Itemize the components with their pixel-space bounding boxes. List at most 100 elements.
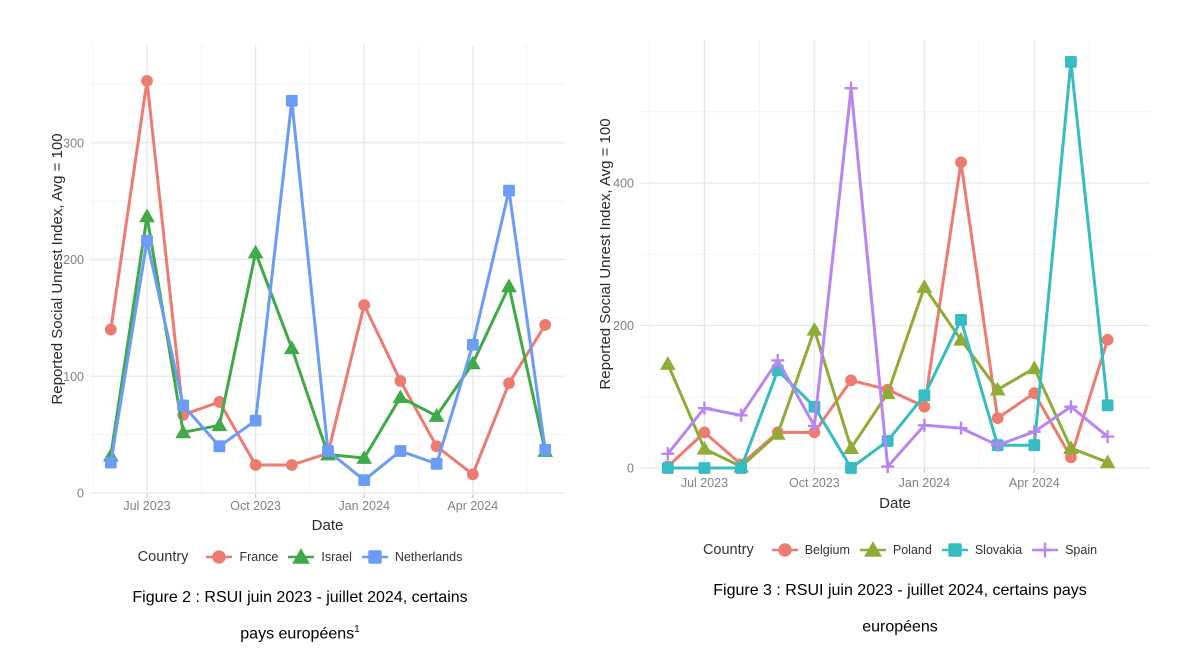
data-point-triangle-marker [696,440,713,455]
series-line-netherlands [109,99,547,482]
data-point-triangle-marker [916,279,933,293]
figure-2-rsui-europe: Jul 2023 Oct 2023 Jan 2024 Apr 2024 0 100 200 3… [0,45,600,650]
data-point-square-marker [1028,439,1041,452]
data-point-square-marker [1065,55,1077,68]
data-point-triangle-marker [428,408,445,422]
data-point-circle-marker [212,550,227,564]
legend-title: Country [702,542,754,558]
series-israel [102,208,554,464]
figure-3-caption: Figure 3 : RSUI juin 2023 - juillet 2024… [600,575,1200,643]
data-point-square-marker [955,313,967,326]
data-point-circle-marker [918,400,931,413]
series-netherlands [104,94,552,487]
caption-line-1: Figure 2 : RSUI juin 2023 - juillet 2024… [132,589,468,606]
circle-legend-key-icon [771,543,798,557]
caption-footnote-marker: 1 [354,624,360,635]
legend-label: Spain [1065,543,1098,557]
data-point-triangle-marker [1063,440,1079,454]
legend-item-netherlands: Netherlands [360,548,462,566]
plus-legend-key-icon [1032,542,1059,558]
y-tick-label: 400 [613,177,634,191]
data-point-triangle-marker [464,355,481,370]
data-point-square-marker [213,440,226,453]
data-point-circle-marker [778,543,792,557]
data-point-square-marker [249,414,262,427]
y-tick-label: 200 [613,319,634,333]
axis-labels: Jul 2023 Oct 2023 Jan 2024 Apr 2024 0 100 200 3… [49,133,498,534]
series-line-france [109,79,547,476]
x-tick-label: Apr 2024 [1009,476,1060,490]
y-axis-title: Reported Social Unrest Index, Avg = 100 [49,133,66,404]
data-point-triangle-marker [953,331,969,346]
data-point-triangle-marker [501,278,517,293]
figure-3-rsui-europe: Jul 2023 Oct 2023 Jan 2024 Apr 2024 0 200 400 D… [600,0,1200,672]
figure-3-legend: Country Belgium Poland Slovakia Spain [600,541,1200,559]
data-point-circle-marker [141,74,153,87]
data-point-square-marker [430,457,443,470]
data-point-triangle-marker [1099,454,1116,469]
legend-label: Belgium [804,543,850,557]
caption-line-2: européens [862,618,938,636]
x-tick-label: Jul 2023 [681,476,728,490]
data-point-circle-marker [249,459,262,471]
data-point-circle-marker [285,459,298,471]
data-point-circle-marker [955,156,967,169]
x-axis-title: Date [312,517,344,534]
series-france [104,74,552,481]
data-point-triangle-marker [806,321,823,336]
data-point-circle-marker [1101,333,1114,346]
data-point-triangle-marker [659,356,676,370]
triangle-legend-key-icon [288,548,315,564]
square-legend-key-icon [941,543,968,557]
legend-title: Country [137,549,189,565]
data-point-square-marker [358,474,371,487]
legend-label: Poland [892,543,932,557]
caption-line-2: pays européens [240,625,355,643]
data-point-triangle-marker [843,440,859,454]
data-point-square-marker [698,462,711,474]
data-point-square-marker [394,445,407,457]
x-tick-label: Oct 2023 [789,476,840,490]
legend-label: Netherlands [394,550,463,564]
y-tick-label: 200 [63,253,84,267]
legend-label: Israel [321,550,352,564]
data-point-square-marker [735,462,747,474]
data-point-square-marker [322,445,334,457]
axis-labels: Jul 2023 Oct 2023 Jan 2024 Apr 2024 0 200 400 D… [600,118,1060,512]
y-tick-label: 0 [627,462,634,476]
data-point-triangle-marker [292,548,311,564]
data-point-circle-marker [991,412,1004,425]
legend-item-poland: Poland [858,541,932,559]
data-point-square-marker [368,550,382,564]
x-tick-label: Apr 2024 [447,499,498,513]
data-point-square-marker [661,462,674,474]
y-tick-label: 0 [77,487,84,501]
x-tick-label: Jan 2024 [338,499,389,513]
data-point-square-marker [948,543,962,557]
series-spain [661,81,1115,474]
data-point-circle-marker [845,374,857,387]
data-point-triangle-marker [211,417,228,432]
data-point-circle-marker [394,375,407,387]
data-point-circle-marker [466,468,479,481]
series-line-belgium [666,160,1110,469]
circle-legend-key-icon [206,550,233,564]
data-point-square-marker [1101,399,1114,412]
data-point-square-marker [141,234,153,247]
legend-label: France [239,550,279,564]
figure-2-caption: Figure 2 : RSUI juin 2023 - juillet 2024… [0,582,600,650]
legend-item-france: France [204,548,278,566]
triangle-legend-key-icon [859,541,886,557]
data-point-triangle-marker [1026,360,1043,375]
gridlines [640,40,1150,473]
data-point-circle-marker [358,299,371,311]
y-tick-label: 300 [63,136,84,150]
figure-2-legend: Country France Israel Netherlands [0,548,600,566]
data-point-square-marker [104,456,117,469]
data-point-circle-marker [104,323,117,336]
figure-3-chart: Jul 2023 Oct 2023 Jan 2024 Apr 2024 0 200 400 D… [600,40,1150,512]
data-point-triangle-marker [863,541,882,557]
data-point-square-marker [285,94,298,107]
legend-item-israel: Israel [286,548,352,566]
